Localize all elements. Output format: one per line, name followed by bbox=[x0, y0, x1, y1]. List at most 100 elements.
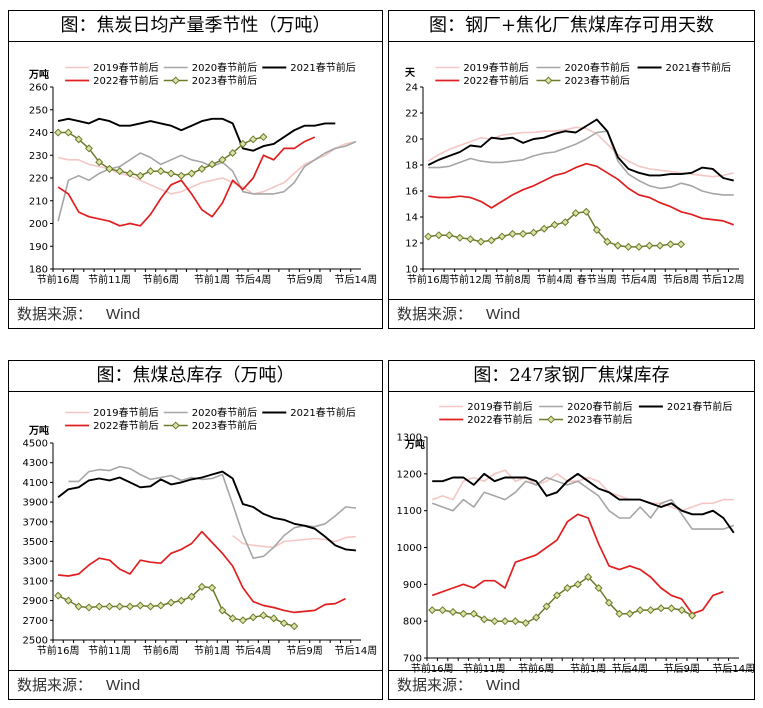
series-marker bbox=[259, 611, 268, 620]
series-marker bbox=[238, 616, 247, 625]
x-tick-label: 节前8周 bbox=[494, 273, 530, 286]
series-marker bbox=[508, 229, 517, 238]
series-marker bbox=[666, 240, 675, 249]
x-tick-label: 节后4周 bbox=[235, 274, 271, 286]
series-marker bbox=[105, 164, 114, 173]
series-marker bbox=[466, 235, 475, 244]
series-line bbox=[432, 576, 693, 624]
chart-title: 图：247家钢厂焦煤库存 bbox=[389, 361, 754, 392]
x-tick-label: 春节当周 bbox=[577, 273, 617, 286]
series-marker bbox=[688, 611, 697, 620]
series-marker bbox=[604, 598, 614, 607]
legend-label: 2023春节前后 bbox=[564, 74, 629, 87]
series-marker bbox=[677, 606, 686, 615]
series-marker bbox=[561, 218, 570, 227]
series-marker bbox=[603, 237, 612, 246]
series-line bbox=[57, 140, 357, 195]
y-tick-label: 900 bbox=[403, 580, 422, 591]
legend-label: 2021春节前后 bbox=[290, 406, 355, 419]
y-tick-label: 22 bbox=[405, 109, 418, 120]
legend-label: 2021春节前后 bbox=[290, 61, 355, 74]
x-tick-label: 节后8周 bbox=[663, 274, 699, 286]
series-marker bbox=[511, 617, 520, 626]
series-marker bbox=[146, 602, 155, 611]
series-marker bbox=[584, 572, 593, 581]
series-marker bbox=[655, 241, 665, 250]
series-marker bbox=[115, 167, 124, 176]
series-line bbox=[427, 126, 734, 178]
x-tick-label: 节后4周 bbox=[235, 645, 271, 657]
legend-label: 2022春节前后 bbox=[467, 413, 532, 426]
x-tick-label: 节后14周 bbox=[712, 663, 755, 675]
series-marker bbox=[125, 169, 135, 178]
series-marker bbox=[115, 602, 124, 611]
legend-label: 2020春节前后 bbox=[564, 61, 629, 74]
series-line bbox=[432, 472, 735, 534]
series-marker bbox=[95, 158, 104, 167]
legend-label: 2019春节前后 bbox=[467, 400, 532, 413]
series-marker bbox=[582, 207, 591, 216]
series-marker bbox=[167, 598, 176, 607]
chart-title: 图：焦煤总库存（万吨） bbox=[9, 361, 382, 392]
y-tick-label: 2900 bbox=[23, 596, 48, 607]
panel-247-mills-stock: 图：247家钢厂焦煤库存 万吨 700 800 900 1000 1100 1200 1300… bbox=[388, 360, 755, 700]
x-tick-label: 节前12周 bbox=[449, 273, 492, 286]
source-note: 数据来源： Wind bbox=[9, 670, 382, 699]
y-tick-label: 2700 bbox=[23, 616, 48, 627]
legend-label: 2019春节前后 bbox=[93, 61, 158, 74]
series-line bbox=[428, 211, 682, 248]
y-tick-label: 260 bbox=[29, 83, 48, 94]
y-tick-label: 14 bbox=[405, 213, 418, 224]
series-marker bbox=[624, 242, 633, 251]
y-tick-label: 230 bbox=[29, 151, 48, 162]
panel-coke-output: 图：焦炭日均产量季节性（万吨） 万吨 180 190 200 210 220 230 240 2… bbox=[8, 10, 383, 329]
y-tick-label: 18 bbox=[405, 161, 418, 172]
series-marker bbox=[218, 155, 227, 164]
series-marker bbox=[625, 609, 634, 618]
chart-title: 图：钢厂+焦化厂焦煤库存可用天数 bbox=[389, 11, 754, 42]
series-marker bbox=[269, 614, 278, 623]
x-tick-label: 节前1周 bbox=[194, 644, 230, 657]
series-marker bbox=[667, 604, 676, 613]
source-label: 数据来源： bbox=[17, 305, 93, 323]
series-marker bbox=[519, 229, 528, 238]
series-marker bbox=[84, 603, 93, 612]
y-tick-label: 250 bbox=[29, 105, 48, 116]
source-note: 数据来源： Wind bbox=[389, 299, 754, 328]
series-marker bbox=[540, 224, 549, 233]
series-marker bbox=[459, 609, 468, 618]
series-marker bbox=[592, 225, 601, 235]
series-marker bbox=[563, 584, 572, 593]
legend-label: 2019春节前后 bbox=[463, 61, 528, 74]
legend-label: 2020春节前后 bbox=[192, 406, 257, 419]
x-tick-label: 节前11周 bbox=[463, 662, 506, 675]
y-tick-label: 4300 bbox=[23, 458, 48, 469]
series-marker bbox=[594, 584, 603, 593]
x-tick-label: 节前1周 bbox=[194, 273, 230, 286]
y-axis-unit: 万吨 bbox=[404, 438, 425, 451]
legend-label: 2023春节前后 bbox=[192, 74, 257, 87]
series-marker bbox=[208, 583, 217, 592]
series-marker bbox=[532, 613, 541, 622]
series-marker bbox=[636, 606, 645, 615]
legend-label: 2022春节前后 bbox=[463, 74, 528, 87]
series-marker bbox=[529, 228, 538, 237]
series-marker bbox=[490, 617, 499, 626]
panel-coking-coal-total-stock: 图：焦煤总库存（万吨） 万吨 2500 2700 2900 3100 3300 3500 37… bbox=[8, 360, 383, 700]
series-line bbox=[57, 117, 336, 152]
series-marker bbox=[500, 617, 510, 626]
x-tick-label: 节前16周 bbox=[407, 273, 450, 286]
chart-coking-coal-total-stock: 万吨 2500 2700 2900 3100 3300 3500 3700 3900 4100 43… bbox=[23, 406, 378, 657]
series-marker bbox=[656, 604, 666, 613]
source-note: 数据来源： Wind bbox=[9, 299, 382, 328]
y-tick-label: 200 bbox=[29, 219, 48, 230]
x-tick-label: 节前6周 bbox=[518, 662, 554, 675]
y-tick-label: 16 bbox=[405, 187, 418, 198]
series-marker bbox=[573, 580, 582, 589]
x-tick-label: 节后9周 bbox=[286, 645, 322, 657]
series-marker bbox=[64, 128, 73, 137]
series-marker bbox=[448, 607, 458, 616]
series-marker bbox=[64, 596, 73, 605]
y-tick-label: 12 bbox=[405, 239, 418, 250]
x-tick-label: 节后12周 bbox=[702, 274, 745, 286]
